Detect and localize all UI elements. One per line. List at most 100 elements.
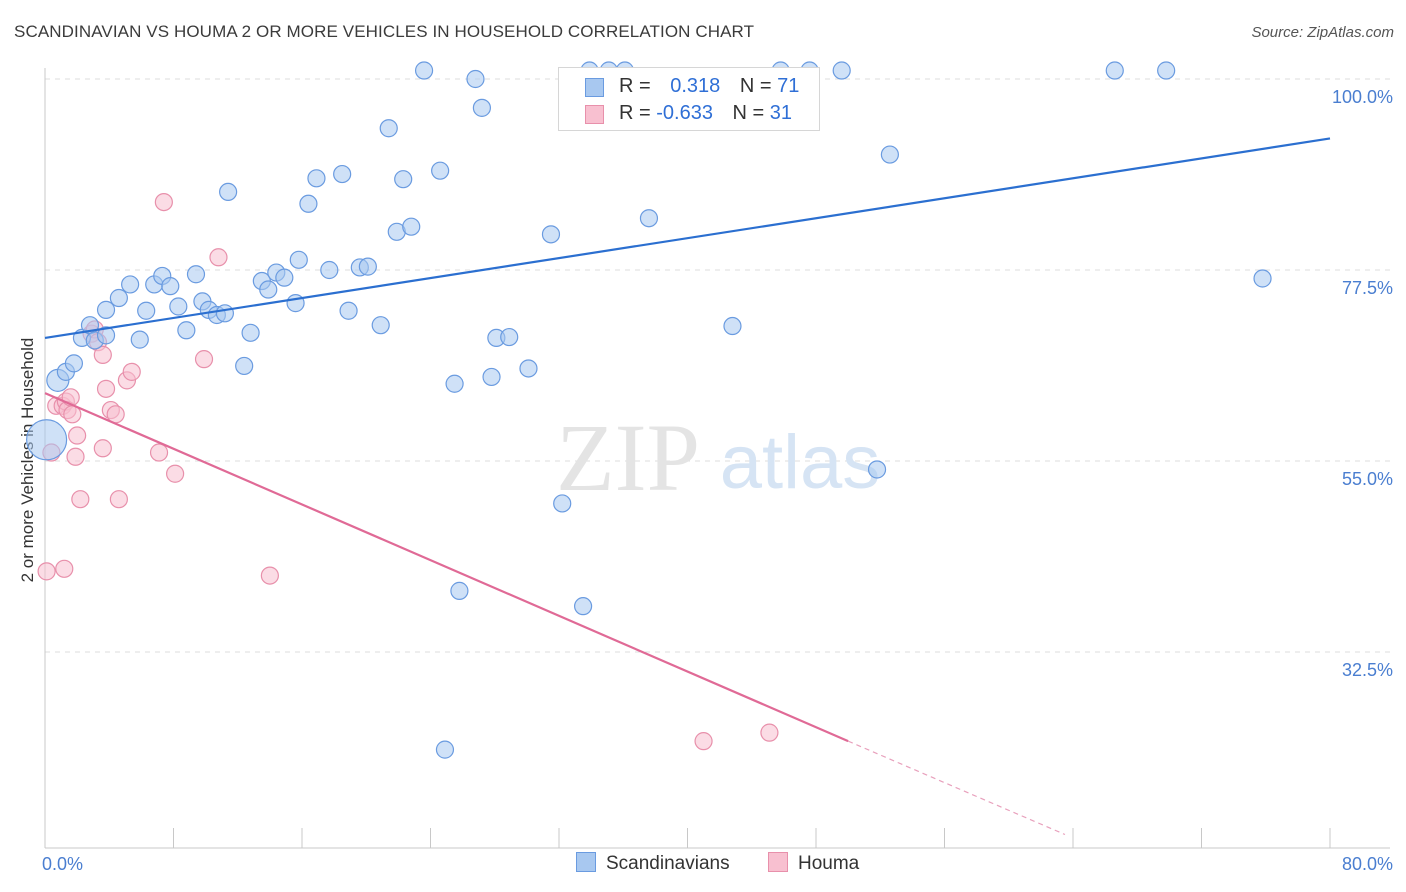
scandinavian-point <box>137 301 156 320</box>
houma-point <box>260 566 279 585</box>
y-tick-label: 55.0% <box>1342 469 1393 489</box>
source-label: Source: ZipAtlas.com <box>1251 24 1394 41</box>
scandinavian-point <box>472 98 491 117</box>
trend-lines <box>44 137 1331 836</box>
scandinavian-point <box>832 61 851 80</box>
houma-point <box>694 732 713 751</box>
scandinavian-point <box>639 209 659 228</box>
scandinavian-point <box>161 277 180 296</box>
scandinavian-point <box>379 119 398 138</box>
houma-point <box>71 490 90 509</box>
scandinavian-point <box>235 356 254 376</box>
houma-point <box>55 559 74 578</box>
scandinavian-point <box>867 460 887 479</box>
houma-point <box>122 362 141 381</box>
scandinavian-point <box>320 260 339 280</box>
scandinavian-point <box>289 250 308 269</box>
scandinavian-point <box>482 367 501 387</box>
legend-swatch-scandinavians <box>585 78 604 97</box>
axes <box>44 68 1390 849</box>
houma-point <box>154 192 173 212</box>
legend-r-value: 0.318 <box>670 75 721 97</box>
scandinavian-trend-line <box>44 137 1331 339</box>
y-tick-label: 32.5% <box>1342 660 1393 680</box>
houma-point <box>93 439 112 458</box>
scandinavian-point <box>541 225 561 244</box>
legend-r-value: -0.633 <box>656 102 713 124</box>
scandinavian-point <box>109 288 128 308</box>
scandinavian-point <box>307 169 326 188</box>
correlation-legend: R = 0.318 N = 71 R = -0.633 N = 31 <box>558 67 820 131</box>
watermark-zip: ZIP <box>556 404 700 511</box>
scandinavian-point <box>723 316 742 336</box>
legend-text-scandinavians: R = 0.318 N = 71 <box>619 75 799 98</box>
scandinavian-point <box>339 301 358 320</box>
scandinavian-point <box>358 257 377 276</box>
legend-text-houma: R = -0.633 N = 31 <box>619 102 792 125</box>
houma-point <box>109 490 128 509</box>
scandinavian-point <box>241 323 260 342</box>
scandinavian-points <box>26 61 1272 759</box>
scandinavian-point <box>96 326 116 345</box>
legend-swatch-houma <box>585 105 604 124</box>
houma-point <box>149 443 169 462</box>
scandinavian-point <box>177 321 196 340</box>
scandinavian-point <box>1157 61 1176 80</box>
legend-n-label: N = <box>739 75 772 97</box>
legend-n-value: 31 <box>769 102 793 124</box>
scandinavian-point <box>1253 269 1272 288</box>
houma-point <box>37 562 56 581</box>
scandinavian-point <box>880 145 899 164</box>
scandinavian-point <box>466 69 485 89</box>
bottom-legend-houma: Houma <box>768 852 859 875</box>
x-tick-label: 80.0% <box>1342 854 1393 874</box>
legend-r-label: R = <box>619 102 651 124</box>
scandinavian-point <box>259 280 278 299</box>
houma-point <box>66 447 85 466</box>
houma-point <box>760 723 779 742</box>
bottom-legend-swatch-scandinavians <box>576 852 596 872</box>
scandinavian-point <box>371 316 390 335</box>
scandinavian-point <box>169 297 188 316</box>
legend-n-label: N = <box>732 102 765 124</box>
scandinavian-point <box>394 170 413 189</box>
scandinavian-point <box>435 740 455 759</box>
houma-trend-extension <box>847 740 1066 836</box>
houma-point <box>93 345 112 364</box>
houma-point <box>209 248 228 267</box>
scandinavian-point <box>333 164 352 184</box>
scandinavian-point <box>121 275 140 294</box>
scandinavian-point <box>130 330 149 349</box>
scandinavian-point <box>450 581 469 600</box>
scandinavian-point <box>186 265 206 284</box>
scandinavian-point <box>500 327 519 347</box>
chart-title: SCANDINAVIAN VS HOUMA 2 OR MORE VEHICLES… <box>14 22 755 41</box>
scandinavian-point <box>553 494 572 513</box>
houma-point <box>96 379 116 398</box>
legend-r-label: R = <box>619 75 651 97</box>
scandinavian-point <box>215 304 234 323</box>
scandinavian-point <box>64 354 84 373</box>
houma-point <box>194 350 214 369</box>
scandinavian-point <box>445 374 464 393</box>
bottom-legend-scandinavians: Scandinavians <box>576 852 730 875</box>
scandinavian-point <box>402 217 421 236</box>
bottom-legend-label: Houma <box>798 853 860 874</box>
watermark-atlas: atlas <box>720 420 881 505</box>
watermark: ZIP atlas <box>556 404 880 511</box>
scandinavian-point <box>275 268 294 287</box>
houma-point <box>166 464 185 483</box>
houma-point <box>68 426 87 445</box>
scandinavian-point <box>573 597 593 616</box>
legend-n-value: 71 <box>777 75 800 97</box>
x-tick-label: 0.0% <box>42 854 83 874</box>
y-tick-label: 100.0% <box>1332 87 1393 107</box>
x-tick-labels: 0.0% 80.0% <box>42 854 1393 874</box>
scandinavian-point <box>299 194 318 213</box>
scandinavian-point <box>96 300 116 319</box>
bottom-legend-label: Scandinavians <box>606 853 730 874</box>
y-tick-label: 77.5% <box>1342 278 1393 298</box>
scandinavian-point <box>431 161 450 180</box>
scandinavian-point <box>26 419 68 461</box>
